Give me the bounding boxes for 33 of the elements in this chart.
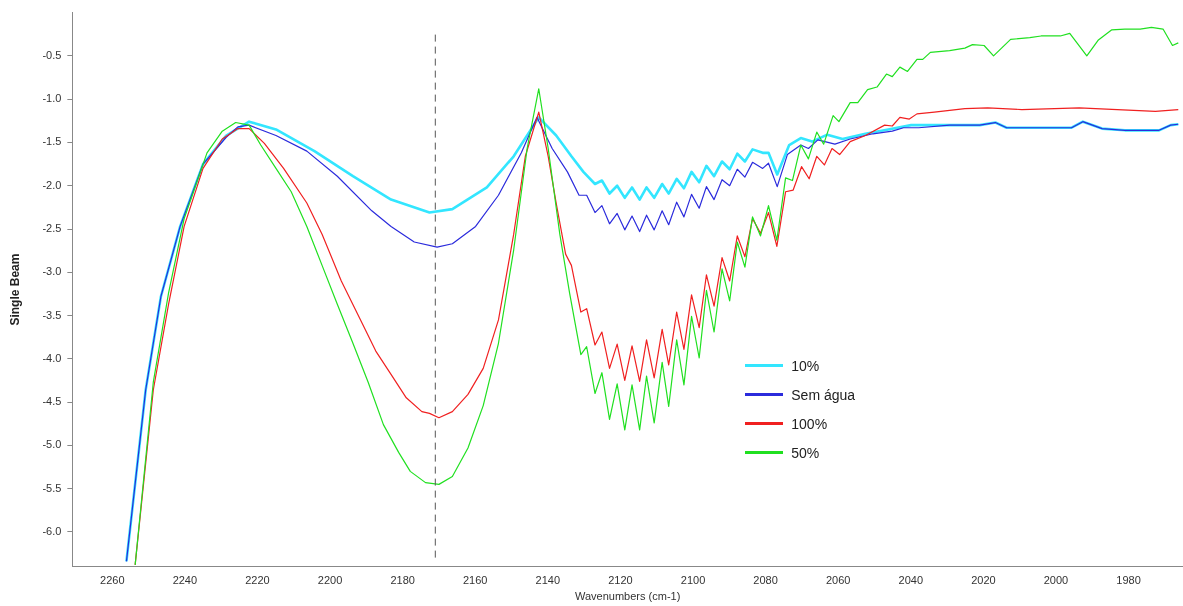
x-tick-label: 2220 — [245, 574, 270, 587]
legend-label: 100% — [791, 415, 828, 432]
y-tick-label: -1.5 — [42, 135, 62, 148]
y-axis-title: Single Beam — [7, 253, 22, 326]
y-tick-label: -4.5 — [42, 395, 62, 408]
y-tick-label: -6.0 — [42, 525, 62, 538]
x-tick-label: 2200 — [317, 574, 343, 587]
y-tick-label: -2.5 — [42, 222, 62, 235]
x-tick-label: 2160 — [462, 574, 488, 587]
y-tick-label: -0.5 — [42, 48, 62, 61]
x-tick-label: 2000 — [1043, 574, 1069, 587]
y-tick-label: -2.0 — [42, 178, 62, 191]
x-tick-label: 2060 — [825, 574, 851, 587]
x-tick-label: 2140 — [535, 574, 561, 587]
x-tick-label: 1980 — [1116, 574, 1141, 587]
legend-label: 10% — [791, 357, 820, 374]
x-tick-label: 2260 — [100, 574, 125, 587]
legend-label: Sem água — [791, 386, 856, 403]
x-tick-label: 2100 — [680, 574, 706, 587]
x-tick-label: 2020 — [971, 574, 996, 587]
x-tick-label: 2180 — [390, 574, 415, 587]
y-tick-label: -4.0 — [42, 351, 62, 364]
y-tick-label: -1.0 — [42, 92, 62, 105]
x-axis-title: Wavenumbers (cm-1) — [575, 590, 681, 603]
y-tick-label: -5.0 — [42, 438, 62, 451]
x-tick-label: 2240 — [172, 574, 198, 587]
x-tick-label: 2040 — [898, 574, 924, 587]
x-tick-label: 2080 — [753, 574, 778, 587]
y-tick-label: -3.5 — [42, 308, 62, 321]
legend-label: 50% — [791, 444, 820, 461]
x-tick-label: 2120 — [608, 574, 633, 587]
y-tick-label: -5.5 — [42, 481, 62, 494]
y-tick-label: -3.0 — [42, 265, 62, 278]
